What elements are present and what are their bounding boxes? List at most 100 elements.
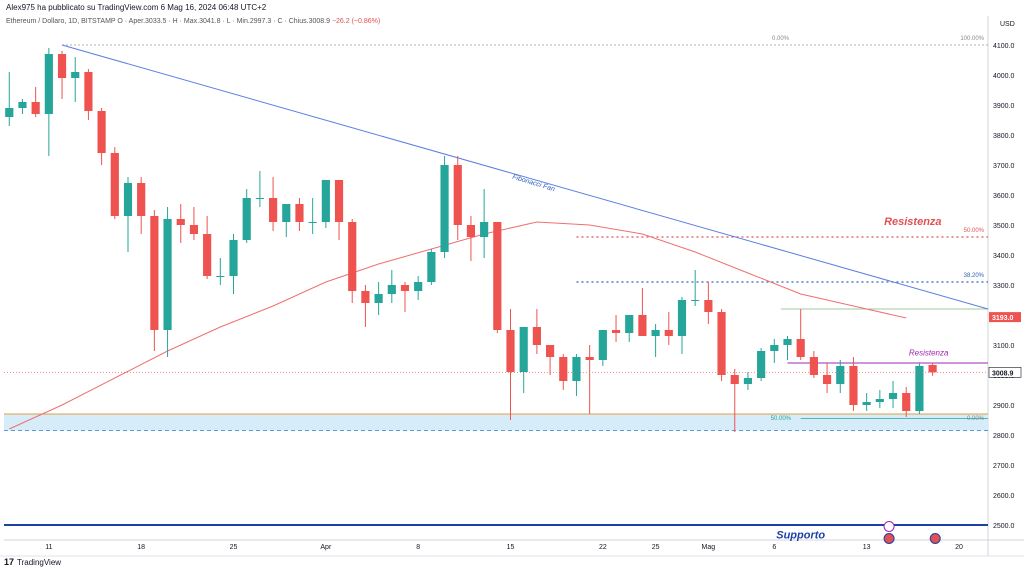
symbol-legend: Ethereum / Dollaro, 1D, BITSTAMP O · Ape… — [6, 18, 380, 25]
candle — [743, 372, 753, 390]
y-tick-label: 3300.0 — [993, 283, 1015, 290]
moving-average-line — [9, 221, 907, 430]
candle — [295, 198, 304, 231]
x-tick-label: 6 — [772, 544, 776, 551]
candle-body — [268, 198, 278, 222]
y-tick-label: 2900.0 — [993, 403, 1015, 410]
candle — [400, 282, 410, 312]
candle — [928, 362, 937, 376]
y-tick-label: 3500.0 — [993, 223, 1015, 230]
candle-body — [31, 102, 40, 114]
candle — [123, 177, 133, 252]
candle-body — [928, 364, 937, 373]
candle — [255, 171, 264, 207]
change-value: −26.2 (−0.86%) — [331, 18, 381, 25]
y-tick-label: 2800.0 — [993, 433, 1015, 440]
x-tick-label: 18 — [137, 544, 145, 551]
candle — [915, 363, 924, 414]
candle — [545, 345, 555, 375]
x-tick-label: Apr — [320, 544, 332, 551]
candle — [809, 351, 818, 378]
candle-body — [664, 330, 673, 336]
candle-body — [71, 72, 80, 78]
candle-body — [427, 252, 436, 282]
candle — [110, 147, 119, 219]
candle-body — [44, 54, 53, 114]
candle-body — [400, 285, 410, 291]
candle — [757, 348, 766, 381]
candle-body — [743, 378, 753, 384]
candle — [862, 393, 871, 411]
y-tick-label: 2700.0 — [993, 463, 1015, 470]
y-tick-label: 2600.0 — [993, 493, 1015, 500]
candle — [176, 204, 185, 243]
candle-body — [150, 216, 159, 330]
candle — [730, 369, 739, 432]
candle-body — [677, 300, 687, 336]
candle-body — [532, 327, 541, 345]
candle-body — [414, 282, 423, 291]
candle-body — [5, 108, 14, 117]
candle-body — [387, 285, 396, 294]
event-icon — [883, 521, 895, 532]
x-tick-label: 15 — [507, 544, 515, 551]
candle — [888, 381, 898, 408]
candle — [611, 315, 621, 342]
y-tick-label: 3900.0 — [993, 103, 1015, 110]
x-tick-label: Mag — [702, 544, 716, 551]
candle — [321, 180, 330, 228]
candle — [493, 222, 502, 333]
candle-body — [480, 222, 489, 237]
candle — [150, 210, 159, 351]
candle-body — [18, 102, 27, 108]
candle-body — [361, 291, 370, 303]
candle — [664, 312, 673, 345]
flag-icon — [883, 533, 895, 544]
x-tick-label: 22 — [599, 544, 607, 551]
candle — [717, 309, 726, 381]
candle — [466, 216, 476, 261]
candle-body — [123, 183, 133, 216]
candle-body — [334, 180, 344, 222]
candle-body — [453, 165, 462, 225]
candle-body — [757, 351, 766, 378]
y-tick-label: 4000.0 — [993, 73, 1015, 80]
candle-body — [84, 72, 93, 111]
candle — [836, 360, 845, 393]
candle — [770, 339, 779, 363]
candle — [84, 69, 93, 120]
candle-body — [348, 222, 357, 291]
candle — [5, 72, 14, 126]
candle-body — [585, 357, 594, 360]
candle-body — [493, 222, 502, 330]
candle — [361, 285, 370, 327]
fib-label-50-bottom: 50.00% — [771, 416, 792, 422]
candle — [229, 234, 238, 294]
support-zone — [4, 414, 988, 431]
candle-body — [572, 357, 581, 381]
candle-body — [888, 393, 898, 399]
x-tick-label: 8 — [416, 544, 420, 551]
candle-body — [255, 198, 264, 199]
fib-label-382: 38.20% — [964, 273, 985, 279]
candle — [598, 330, 607, 366]
candle-body — [519, 327, 528, 372]
candle — [480, 189, 489, 258]
currency-label: USD — [1000, 21, 1015, 28]
candle — [506, 309, 515, 420]
symbol-name[interactable]: Ethereum / Dollaro, 1D, BITSTAMP — [6, 18, 116, 25]
candle — [268, 177, 278, 231]
candle-body — [137, 183, 146, 216]
candle — [282, 204, 291, 237]
fib-label-100: 100.00% — [960, 36, 984, 42]
x-tick-label: 25 — [652, 544, 660, 551]
y-tick-label: 3800.0 — [993, 133, 1015, 140]
candle — [704, 282, 713, 324]
candle — [677, 297, 687, 354]
candle-body — [506, 330, 515, 372]
candle — [651, 324, 660, 357]
author-line: Alex975 ha pubblicato su TradingView.com… — [6, 3, 267, 12]
fib-label-50: 50.00% — [964, 228, 985, 234]
fibonacci-fan-line — [61, 44, 989, 310]
